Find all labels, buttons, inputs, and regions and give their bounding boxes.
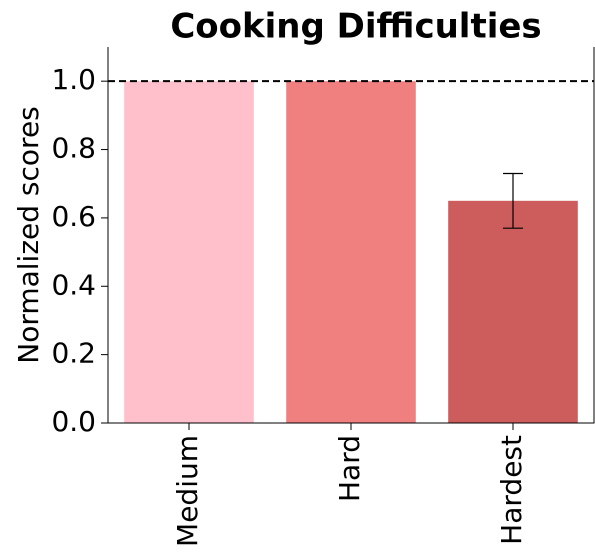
y-tick-label: 0.6	[51, 200, 96, 233]
x-tick-label: Medium	[171, 435, 204, 547]
bar	[286, 81, 416, 423]
bar	[124, 81, 254, 423]
x-tick-label: Hard	[333, 435, 366, 502]
y-tick-label: 0.0	[51, 405, 96, 438]
y-tick-label: 0.4	[51, 268, 96, 301]
bar	[448, 200, 578, 423]
y-tick-label: 0.2	[51, 337, 96, 370]
y-tick-label: 1.0	[51, 63, 96, 96]
y-tick-label: 0.8	[51, 132, 96, 165]
axes-frame	[107, 47, 595, 424]
chart-title: Cooking Difficulties	[170, 7, 541, 47]
y-axis-label: Normalized scores	[12, 106, 45, 364]
x-tick-label: Hardest	[495, 435, 528, 545]
